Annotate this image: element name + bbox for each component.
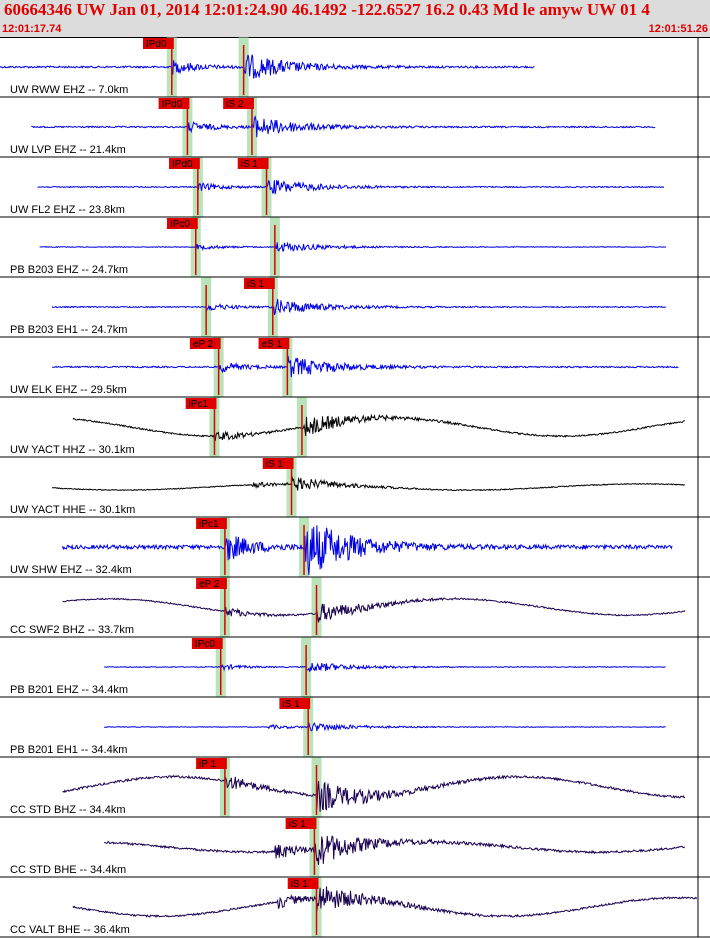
p-pick-tag	[191, 638, 223, 649]
p-pick-tag	[196, 758, 227, 769]
p-pick-tag	[166, 218, 198, 229]
station-label: UW YACT HHZ -- 30.1km	[10, 444, 135, 456]
station-label: CC STD BHZ -- 34.4km	[10, 804, 126, 816]
event-header: 60664346 UW Jan 01, 2014 12:01:24.90 46.…	[0, 0, 710, 38]
p-pick-label: IPd0	[162, 99, 183, 110]
waveform-trace	[103, 835, 686, 865]
s-pick-label: iS 1	[291, 879, 309, 890]
station-label: UW RWW EHZ -- 7.0km	[10, 84, 128, 96]
s-pick-tag	[223, 98, 254, 109]
station-label: UW LVP EHZ -- 21.4km	[10, 144, 126, 156]
station-label: UW YACT HHE -- 30.1km	[10, 504, 135, 516]
waveform-trace	[31, 115, 656, 138]
station-label: PB B203 EHZ -- 24.7km	[10, 264, 128, 276]
s-pick-tag	[285, 818, 317, 829]
waveform-trace	[62, 596, 686, 623]
p-pick-label: IPd0	[146, 39, 167, 50]
seismogram-panel: IPd0 UW RWW EHZ -- 7.0km IPd0 iS 2 UW LVP EH…	[0, 37, 710, 938]
station-label: UW ELK EHZ -- 29.5km	[10, 384, 127, 396]
p-pick-tag	[169, 158, 200, 169]
p-pick-label: eP 2	[199, 579, 220, 590]
p-pick-tag	[142, 38, 174, 49]
s-pick-label: iS 2	[226, 99, 244, 110]
station-label: PB B201 EH1 -- 34.4km	[10, 744, 127, 756]
s-pick-tag	[237, 158, 269, 169]
waveform-trace	[72, 413, 686, 442]
p-pick-tag	[185, 398, 217, 409]
p-pick-label: IPc0	[170, 219, 190, 230]
s-pick-tag	[243, 278, 275, 289]
waveform-trace	[62, 525, 673, 576]
s-pick-label: iS 1	[289, 819, 307, 830]
waveform-trace	[62, 774, 686, 812]
station-label: CC STD BHE -- 34.4km	[10, 864, 126, 876]
p-pick-label: iPc1	[189, 399, 209, 410]
s-pick-label: iS 1	[266, 459, 284, 470]
s-pick-label: iS 1	[247, 279, 265, 290]
p-pick-label: eP 2	[193, 339, 214, 350]
waveform-trace	[72, 886, 698, 918]
p-pick-label: iP 1	[199, 759, 216, 770]
s-pick-tag	[279, 698, 311, 709]
s-pick-tag	[287, 878, 319, 889]
waveform-trace	[51, 476, 685, 492]
time-end-label: 12:01:51.26	[648, 23, 708, 35]
p-pick-label: IPc0	[195, 639, 215, 650]
station-label: CC SWF2 BHZ -- 33.7km	[10, 624, 134, 636]
waveform-trace	[37, 180, 665, 195]
s-pick-label: iS 1	[241, 159, 259, 170]
waveform-trace	[51, 298, 666, 316]
station-label: PB B201 EHZ -- 34.4km	[10, 684, 128, 696]
station-label: UW FL2 EHZ -- 23.8km	[10, 204, 125, 216]
s-pick-label: iS 1	[282, 699, 300, 710]
waveform-trace	[104, 722, 666, 732]
s-pick-tag	[262, 458, 294, 469]
s-pick-tag	[258, 338, 290, 349]
time-start-label: 12:01:17.74	[2, 23, 62, 35]
waveform-trace	[52, 355, 679, 378]
station-label: CC VALT BHE -- 36.4km	[10, 924, 130, 936]
p-pick-tag	[189, 338, 221, 349]
waveform-trace	[103, 662, 666, 672]
waveform-trace	[0, 54, 535, 79]
p-pick-tag	[158, 98, 190, 109]
p-pick-label: IPd0	[172, 159, 193, 170]
waveform-trace	[39, 241, 667, 252]
p-pick-label: iPc1	[199, 519, 219, 530]
s-pick-label: eS 1	[262, 339, 283, 350]
station-label: UW SHW EHZ -- 32.4km	[10, 564, 132, 576]
event-title: 60664346 UW Jan 01, 2014 12:01:24.90 46.…	[4, 0, 650, 19]
p-pick-tag	[196, 578, 227, 589]
station-label: PB B203 EH1 -- 24.7km	[10, 324, 127, 336]
p-pick-tag	[196, 518, 227, 529]
